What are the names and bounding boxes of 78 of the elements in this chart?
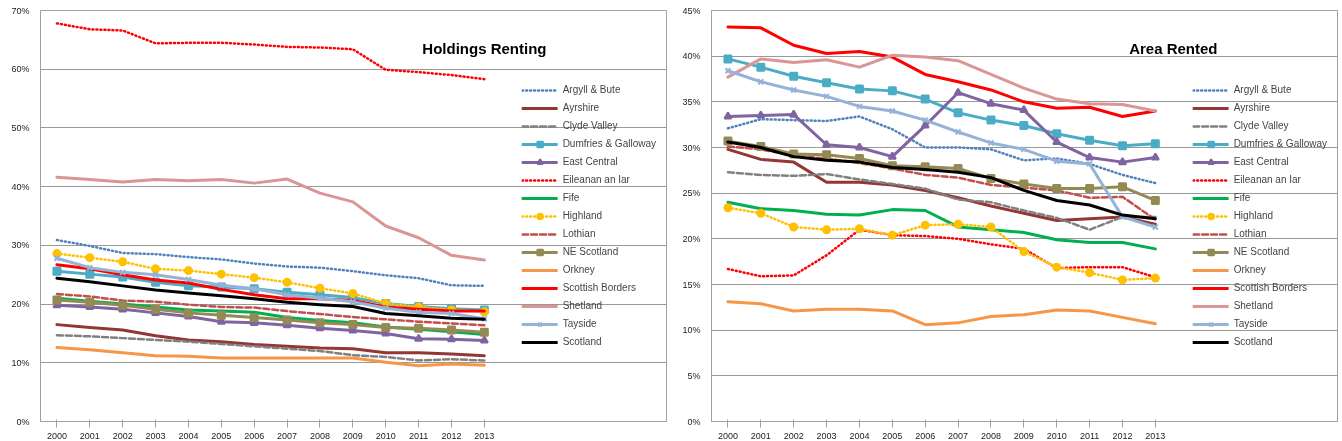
legend-label: Dumfries & Galloway <box>1233 137 1327 151</box>
y-tick-label: 30% <box>682 142 701 153</box>
y-tick-label: 45% <box>682 5 701 16</box>
legend-label: Lothian <box>562 227 596 241</box>
y-tick-label: 35% <box>682 96 701 107</box>
y-tick-label: 40% <box>11 181 30 192</box>
x-tick-label: 2009 <box>342 430 363 441</box>
x-tick-label: 2007 <box>948 430 969 441</box>
x-tick-label: 2004 <box>178 430 199 441</box>
x-tick-label: 2013 <box>474 430 495 441</box>
x-tick-label: 2000 <box>717 430 738 441</box>
x-tick-label: 2005 <box>211 430 232 441</box>
x-tick-label: 2013 <box>1145 430 1166 441</box>
x-tick-label: 2001 <box>750 430 771 441</box>
legend-label: Tayside <box>562 317 597 331</box>
legend-label: Shetland <box>562 299 603 313</box>
legend-label: Orkney <box>1233 263 1266 277</box>
x-tick-label: 2011 <box>408 430 429 441</box>
y-tick-label: 70% <box>11 5 30 16</box>
y-tick-label: 5% <box>687 370 701 381</box>
y-tick-label: 20% <box>682 233 701 244</box>
y-tick-label: 30% <box>11 240 30 251</box>
legend-label: Scotland <box>1233 335 1273 349</box>
y-tick-label: 10% <box>11 357 30 368</box>
legend-label: Scottish Borders <box>562 281 637 295</box>
x-tick-label: 2006 <box>244 430 265 441</box>
legend-label: Fife <box>1233 191 1252 205</box>
legend-label: Shetland <box>1233 299 1274 313</box>
y-tick-label: 40% <box>682 51 701 62</box>
legend-label: Clyde Valley <box>1233 119 1289 133</box>
legend-label: Clyde Valley <box>562 119 618 133</box>
x-tick-label: 2006 <box>915 430 936 441</box>
x-tick-label: 2000 <box>46 430 67 441</box>
x-tick-label: 2012 <box>1112 430 1133 441</box>
legend-label: Tayside <box>1233 317 1268 331</box>
x-tick-label: 2001 <box>79 430 100 441</box>
text: Area Rented <box>1129 39 1218 57</box>
legend-label: Argyll & Bute <box>562 83 621 97</box>
legend-label: Ayrshire <box>562 101 600 115</box>
legend-label: Ayrshire <box>1233 101 1271 115</box>
legend-label: Highland <box>1233 209 1274 223</box>
y-tick-label: 25% <box>682 188 701 199</box>
legend-label: Scotland <box>562 335 602 349</box>
legend-label: Lothian <box>1233 227 1267 241</box>
x-tick-label: 2004 <box>849 430 870 441</box>
legend-label: Argyll & Bute <box>1233 83 1292 97</box>
legend-label: East Central <box>562 155 618 169</box>
x-tick-label: 2003 <box>816 430 837 441</box>
legend-label: NE Scotland <box>1233 245 1290 259</box>
legend-label: Eileanan an Iar <box>1233 173 1301 187</box>
y-tick-label: 0% <box>687 416 701 427</box>
legend-label: NE Scotland <box>562 245 619 259</box>
x-tick-label: 2008 <box>309 430 330 441</box>
x-tick-label: 2012 <box>441 430 462 441</box>
legend-label: Fife <box>562 191 581 205</box>
y-tick-label: 60% <box>11 64 30 75</box>
x-tick-label: 2007 <box>277 430 298 441</box>
y-tick-label: 15% <box>682 279 701 290</box>
legend-label: East Central <box>1233 155 1289 169</box>
legend-label: Dumfries & Galloway <box>562 137 656 151</box>
x-tick-label: 2011 <box>1079 430 1100 441</box>
y-tick-label: 20% <box>11 299 30 310</box>
legend-label: Highland <box>562 209 603 223</box>
legend-label: Eileanan an Iar <box>562 173 630 187</box>
x-tick-label: 2002 <box>783 430 804 441</box>
legend-label: Scottish Borders <box>1233 281 1308 295</box>
y-tick-label: 10% <box>682 325 701 336</box>
y-tick-label: 0% <box>16 416 30 427</box>
x-tick-label: 2010 <box>1046 430 1067 441</box>
x-tick-label: 2003 <box>145 430 166 441</box>
x-tick-label: 2010 <box>375 430 396 441</box>
x-tick-label: 2009 <box>1013 430 1034 441</box>
y-tick-label: 50% <box>11 122 30 133</box>
x-tick-label: 2002 <box>112 430 133 441</box>
x-tick-label: 2008 <box>980 430 1001 441</box>
x-tick-label: 2005 <box>882 430 903 441</box>
legend-label: Orkney <box>562 263 595 277</box>
text: Holdings Renting <box>422 39 547 57</box>
